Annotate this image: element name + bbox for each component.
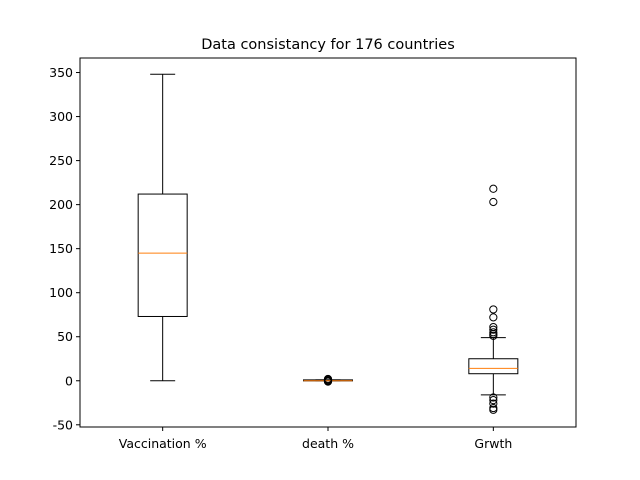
y-tick-label: 200 xyxy=(49,197,73,212)
box xyxy=(137,193,188,317)
y-tick-label: 250 xyxy=(49,153,73,168)
outlier-point xyxy=(489,325,498,334)
outlier-point xyxy=(489,331,498,340)
y-tick-label: 100 xyxy=(49,285,73,300)
y-tick-label: 50 xyxy=(57,329,73,344)
outlier-point xyxy=(489,313,498,322)
y-tick-label: 150 xyxy=(49,241,73,256)
outlier-point xyxy=(489,393,498,402)
y-tick-label: 350 xyxy=(49,65,73,80)
axes-frame xyxy=(79,57,577,428)
outlier-point xyxy=(323,377,333,386)
box xyxy=(468,358,519,375)
plot-area: -50 0 50 100 150 200 250 300 350 Vaccination % dea… xyxy=(49,65,519,451)
x-tick-label: Vaccination % xyxy=(119,436,207,451)
x-tick-label: Grwth xyxy=(474,436,512,451)
x-tick-label: death % xyxy=(302,436,354,451)
chart-title: Data consistancy for 176 countries xyxy=(201,37,455,53)
outlier-point xyxy=(489,405,498,414)
y-tick-label: -50 xyxy=(53,417,73,432)
y-tick-label: 300 xyxy=(49,109,73,124)
y-tick-label: 0 xyxy=(65,373,73,388)
outlier-point xyxy=(489,184,498,193)
outlier-point xyxy=(489,305,498,314)
outlier-point xyxy=(489,399,498,408)
outlier-point xyxy=(489,197,498,207)
outlier-point xyxy=(489,396,498,405)
